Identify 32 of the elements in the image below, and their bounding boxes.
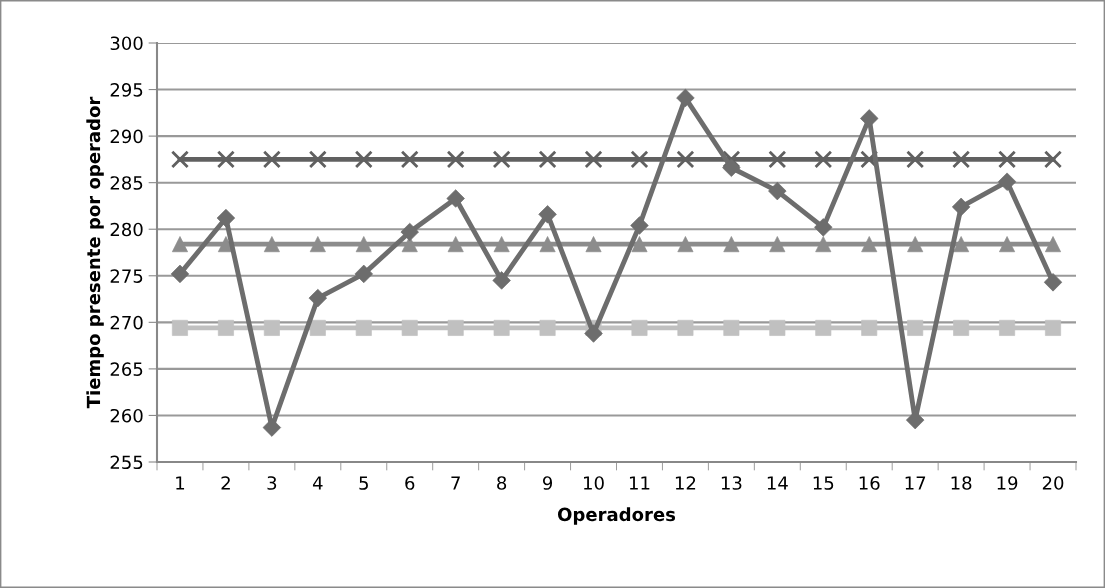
y-tick-label: 260: [110, 408, 143, 423]
x-tick-label: 20: [1042, 476, 1064, 490]
x-tick-label: 19: [997, 476, 1018, 490]
y-tick-label: 280: [110, 222, 143, 237]
x-tick-label: 13: [721, 476, 742, 490]
y-tick-label: 285: [110, 176, 143, 190]
x-tick-label: 14: [767, 476, 788, 490]
x-tick-label: 1: [176, 476, 185, 490]
x-tick-label: 11: [629, 476, 650, 490]
x-tick-label: 6: [405, 476, 415, 490]
y-tick-label: 290: [110, 129, 143, 144]
x-tick-label: 3: [267, 476, 277, 490]
y-tick-label: 265: [110, 362, 143, 377]
x-tick-label: 15: [813, 476, 834, 490]
y-tick-label: 300: [110, 36, 143, 51]
x-tick-label: 9: [542, 476, 553, 490]
x-tick-label: 12: [675, 476, 696, 490]
y-tick-label: 255: [110, 455, 143, 470]
x-tick-label: 7: [451, 476, 460, 490]
y-tick-label: 270: [110, 315, 143, 330]
y-axis-title: Tiempo presente por operador: [86, 96, 104, 409]
x-tick-label: 4: [312, 476, 323, 490]
x-tick-label: 5: [359, 476, 368, 490]
y-tick-label: 295: [110, 83, 143, 97]
x-axis-title: Operadores: [557, 507, 676, 525]
x-tick-label: 2: [221, 476, 230, 490]
x-tick-label: 8: [497, 476, 507, 490]
x-tick-label: 10: [584, 476, 604, 490]
y-tick-label: 275: [110, 269, 143, 283]
x-tick-label: 18: [951, 476, 972, 490]
x-tick-label: 17: [905, 476, 926, 490]
x-tick-label: 16: [859, 476, 880, 490]
